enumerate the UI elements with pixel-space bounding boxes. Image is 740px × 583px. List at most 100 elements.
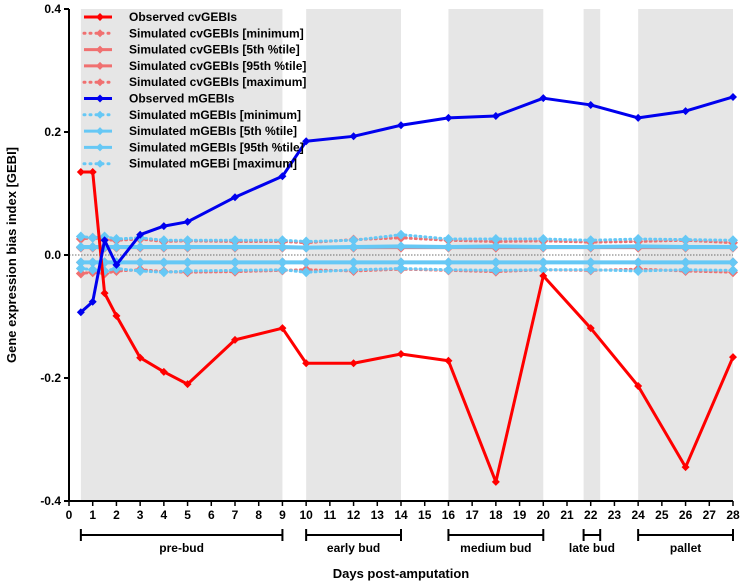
stage-bracket (79, 529, 284, 541)
x-tick-label: 19 (513, 508, 527, 522)
data-point (397, 121, 405, 130)
data-point (87, 257, 98, 268)
x-tick-label: 12 (347, 508, 361, 522)
data-point (76, 308, 85, 317)
x-tick-label: 4 (161, 508, 168, 522)
x-tick-label: 25 (655, 508, 669, 522)
data-point (633, 257, 644, 268)
data-point (158, 257, 169, 268)
legend-label: Simulated cvGEBIs [5th %tile] (129, 43, 300, 57)
data-point (585, 264, 596, 275)
data-point (633, 265, 644, 276)
x-tick-label: 27 (703, 508, 717, 522)
data-point (538, 264, 549, 275)
data-point (135, 257, 146, 268)
y-tick-label: -0.4 (40, 494, 61, 508)
data-point (230, 257, 240, 268)
y-tick-label: -0.2 (40, 371, 61, 385)
data-point (231, 193, 239, 202)
data-point (183, 380, 192, 389)
data-point (680, 257, 691, 268)
data-point (136, 353, 145, 362)
data-point (490, 257, 501, 268)
data-point (88, 297, 97, 306)
data-point (158, 267, 169, 278)
data-point (111, 242, 122, 253)
stage-label: pallet (670, 541, 701, 555)
data-point (301, 257, 312, 268)
x-tick-label: 24 (631, 508, 645, 522)
data-point (443, 257, 454, 268)
legend-label: Simulated mGEBIs [95th %tile] (129, 140, 304, 154)
data-point (301, 267, 312, 278)
data-point (100, 236, 109, 245)
legend-label: Simulated mGEBIs [minimum] (129, 108, 301, 122)
data-point (634, 381, 643, 390)
legend-label: Simulated cvGEBIs [minimum] (129, 26, 304, 40)
legend-label: Observed mGEBIs (129, 92, 235, 106)
data-point (490, 241, 501, 252)
stage-label: medium bud (460, 541, 531, 555)
data-point (136, 230, 145, 239)
x-tick-label: 20 (537, 508, 551, 522)
legend-marker (96, 61, 104, 70)
data-point (585, 257, 596, 268)
data-point (301, 236, 312, 247)
x-tick-label: 7 (232, 508, 239, 522)
legend-label: Simulated mGEBIs [5th %tile] (129, 124, 297, 138)
legend-label: Simulated cvGEBIs [95th %tile] (129, 59, 306, 73)
data-point (680, 242, 691, 253)
stage-label: late bud (569, 541, 615, 555)
data-point (182, 265, 193, 276)
data-point (230, 235, 240, 246)
x-tick-label: 2 (113, 508, 120, 522)
stage-bracket (637, 529, 734, 541)
x-tick-label: 13 (371, 508, 385, 522)
data-point (111, 234, 122, 245)
data-point (681, 463, 690, 472)
x-tick-label: 8 (255, 508, 262, 522)
x-tick-label: 14 (394, 508, 408, 522)
data-point (633, 241, 644, 252)
legend-marker (96, 13, 104, 21)
x-tick-label: 5 (184, 508, 191, 522)
x-tick-label: 26 (679, 508, 693, 522)
data-point (729, 92, 737, 101)
data-point (396, 241, 406, 252)
data-point (444, 113, 453, 122)
data-point (728, 242, 738, 253)
legend-marker (96, 29, 104, 38)
data-point (87, 264, 98, 275)
data-point (277, 257, 288, 268)
data-point (443, 264, 454, 275)
data-point (112, 260, 121, 269)
data-point (182, 257, 193, 268)
data-point (680, 234, 691, 245)
data-point (76, 167, 85, 176)
data-point (135, 242, 146, 253)
data-point (230, 242, 240, 253)
data-point (681, 107, 690, 116)
legend-label: Observed cvGEBIs (129, 10, 237, 24)
legend-marker (96, 159, 104, 168)
legend-marker (96, 78, 104, 87)
data-point (348, 257, 359, 268)
x-tick-label: 23 (608, 508, 622, 522)
legend-marker (96, 143, 104, 152)
data-point (88, 167, 97, 176)
data-point (396, 257, 406, 268)
data-point (182, 235, 193, 246)
x-tick-label: 22 (584, 508, 598, 522)
stage-bracket (582, 529, 602, 541)
y-axis-label: Gene expression bias index [GEBI] (4, 147, 19, 363)
data-point (728, 257, 738, 268)
x-tick-label: 9 (279, 508, 286, 522)
x-tick-label: 17 (465, 508, 479, 522)
stage-bracket (305, 529, 402, 541)
data-point (444, 356, 453, 365)
stage-label: early bud (327, 541, 380, 555)
x-tick-label: 18 (489, 508, 503, 522)
data-point (538, 242, 549, 253)
data-point (183, 217, 192, 226)
x-tick-label: 16 (442, 508, 456, 522)
